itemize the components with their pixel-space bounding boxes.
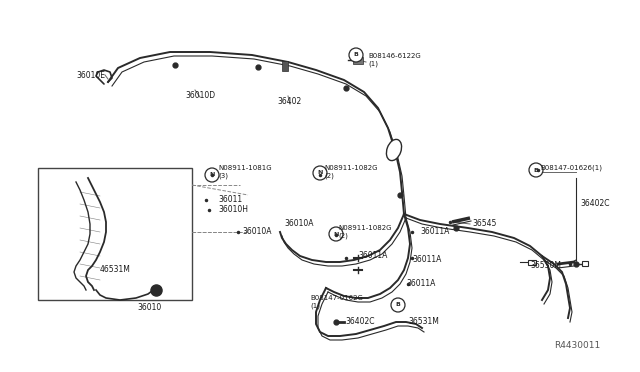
Text: 36011A: 36011A [406, 279, 435, 289]
Text: 36010H: 36010H [218, 205, 248, 215]
Circle shape [329, 227, 343, 241]
Text: B08146-6122G
(1): B08146-6122G (1) [368, 53, 420, 67]
Text: 36531M: 36531M [408, 317, 439, 327]
Bar [38, 168, 192, 300]
Text: N08911-1082G
(2): N08911-1082G (2) [338, 225, 392, 239]
Text: 36530M: 36530M [530, 262, 561, 270]
Text: 36545: 36545 [472, 219, 497, 228]
Bar [528, 260, 536, 265]
Text: N08911-1082G
(2): N08911-1082G (2) [324, 165, 378, 179]
Text: 36011A: 36011A [412, 256, 442, 264]
Circle shape [313, 166, 327, 180]
Text: 36402C: 36402C [580, 199, 609, 208]
Text: 36010E: 36010E [76, 71, 105, 80]
Text: B08147-01626(1): B08147-01626(1) [540, 165, 602, 171]
Circle shape [205, 168, 219, 182]
Circle shape [391, 298, 405, 312]
Text: B: B [396, 302, 401, 308]
Ellipse shape [387, 140, 401, 161]
Text: 36402C: 36402C [345, 317, 374, 327]
Text: 36011A: 36011A [420, 228, 449, 237]
Text: 36011A: 36011A [358, 251, 387, 260]
Text: N: N [317, 170, 323, 176]
Text: N: N [209, 173, 214, 177]
Text: 36010A: 36010A [242, 228, 271, 237]
Text: B08147-0162G
(1): B08147-0162G (1) [310, 295, 363, 309]
Text: 36010D: 36010D [185, 90, 215, 99]
Bar [282, 61, 288, 71]
Text: B: B [353, 52, 358, 58]
Text: 36010A: 36010A [284, 219, 314, 228]
Text: 36011: 36011 [218, 196, 242, 205]
Text: R4430011: R4430011 [554, 341, 600, 350]
Text: N: N [333, 231, 339, 237]
Text: N08911-1081G
(3): N08911-1081G (3) [218, 165, 271, 179]
Bar [353, 57, 363, 64]
Text: 36402: 36402 [278, 97, 302, 106]
Text: B: B [534, 167, 538, 173]
Text: 36010: 36010 [138, 304, 162, 312]
Circle shape [529, 163, 543, 177]
Circle shape [349, 48, 363, 62]
Text: 46531M: 46531M [99, 266, 130, 275]
Bar [582, 261, 588, 266]
